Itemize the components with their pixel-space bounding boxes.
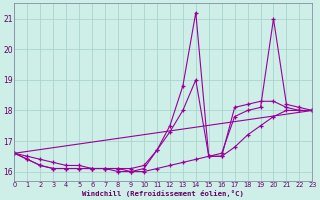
X-axis label: Windchill (Refroidissement éolien,°C): Windchill (Refroidissement éolien,°C) bbox=[83, 190, 244, 197]
